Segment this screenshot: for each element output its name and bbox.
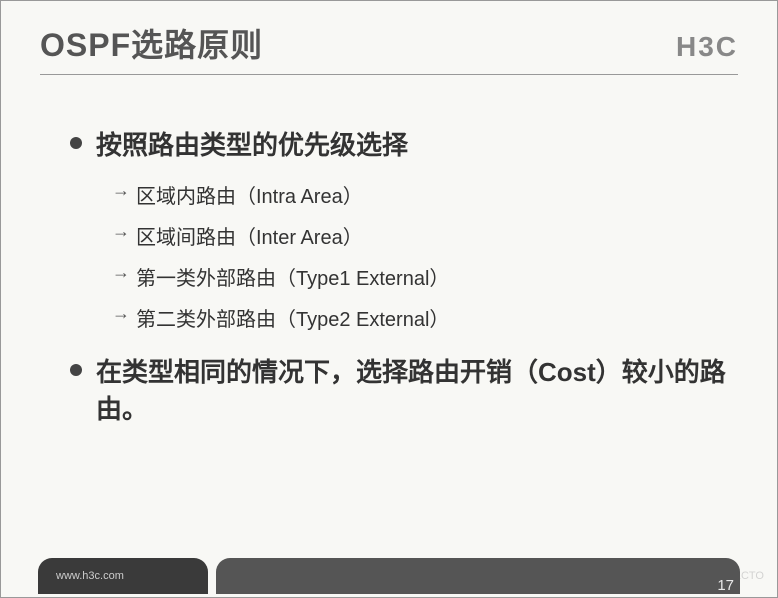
footer-left-pill: www.h3c.com [38, 558, 208, 594]
footer-right-pill: 17 [216, 558, 740, 594]
slide-container: OSPF选路原则 H3C 按照路由类型的优先级选择 区域内路由（Intra Ar… [0, 0, 778, 598]
sub-item: 区域内路由（Intra Area） [112, 180, 738, 209]
sub-item: 第一类外部路由（Type1 External） [112, 262, 738, 291]
slide-content: 按照路由类型的优先级选择 区域内路由（Intra Area） 区域间路由（Int… [40, 125, 738, 426]
slide-header: OSPF选路原则 H3C [40, 20, 738, 75]
bullet-main-1: 按照路由类型的优先级选择 [70, 125, 738, 162]
sub-item: 第二类外部路由（Type2 External） [112, 303, 738, 332]
sub-list-1: 区域内路由（Intra Area） 区域间路由（Inter Area） 第一类外… [70, 180, 738, 332]
slide-title: OSPF选路原则 [40, 20, 263, 66]
footer-bar: www.h3c.com 17 [38, 558, 740, 594]
bullet-main-2: 在类型相同的情况下，选择路由开销（Cost）较小的路由。 [70, 352, 738, 426]
footer-url: www.h3c.com [56, 570, 124, 582]
sub-item: 区域间路由（Inter Area） [112, 221, 738, 250]
brand-logo: H3C [676, 31, 738, 63]
page-number: 17 [717, 577, 734, 594]
